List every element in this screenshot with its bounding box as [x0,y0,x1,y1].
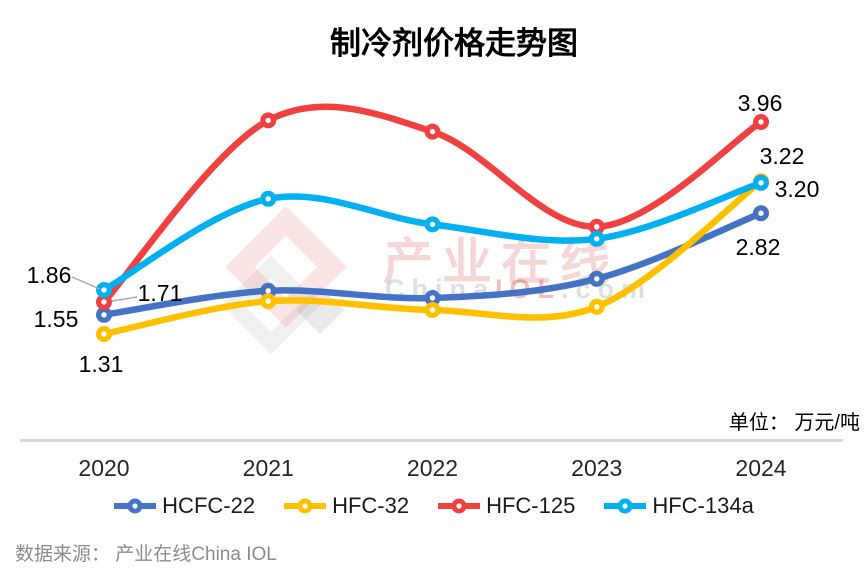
data-point-hole [265,196,271,202]
data-label-HFC-134a-2020: 1.86 [27,262,72,288]
x-tick-label: 2020 [78,455,129,481]
legend-label: HCFC-22 [162,493,256,518]
legend-item-hfc-32: HFC-32 [282,493,409,519]
data-point-hole [758,119,764,125]
data-point-hole [101,331,107,337]
data-label-HFC-134a-2024: 3.20 [775,176,820,202]
legend-marker-icon [114,498,157,514]
data-point-hole [265,298,271,304]
legend-item-hfc-125: HFC-125 [436,493,575,519]
unit-label: 单位： 万元/吨 [728,412,860,434]
data-point-hole [594,304,600,310]
data-point-hole [758,180,764,186]
legend-label: HFC-125 [486,493,576,518]
data-point-hole [594,236,600,242]
legend-item-hfc-134a: HFC-134a [602,493,754,519]
data-point-hole [758,210,764,216]
x-tick-label: 2024 [735,455,786,481]
data-label-HCFC-22-2024: 2.82 [736,234,781,260]
x-tick-label: 2021 [243,455,294,481]
data-point-hole [594,276,600,282]
data-point-hole [265,288,271,294]
data-point-hole [429,295,436,301]
data-point-hole [594,224,600,230]
legend-item-hcfc-22: HCFC-22 [112,493,255,519]
x-tick-label: 2022 [407,455,458,481]
legend-label: HFC-134a [652,493,754,518]
data-point-hole [429,128,436,135]
data-label-HFC-32-2024: 3.22 [760,143,805,169]
data-label-HCFC-22-2020: 1.55 [34,306,79,332]
label-leader-line [71,276,101,290]
legend-label: HFC-32 [332,493,410,518]
chart-title: 制冷剂价格走势图 [330,26,578,61]
legend-marker-icon [438,498,481,514]
data-point-hole [265,117,271,124]
data-point-hole [101,299,107,305]
legend-marker-icon [284,498,327,514]
data-source-label: 数据来源： 产业在线China IOL [15,544,277,565]
data-point-hole [101,312,107,318]
data-point-hole [429,221,436,228]
label-leader-line [111,296,138,302]
legend-marker-icon [604,498,647,514]
data-label-HFC-125-2024: 3.96 [738,90,783,116]
x-tick-label: 2023 [571,455,622,481]
data-point-hole [429,307,436,313]
data-label-HFC-125-2020: 1.71 [138,280,183,306]
data-point-hole [101,287,107,293]
chart-legend: HCFC-22 HFC-32 HFC-125 HFC-134a [0,493,866,519]
data-label-HFC-32-2020: 1.31 [79,351,124,377]
